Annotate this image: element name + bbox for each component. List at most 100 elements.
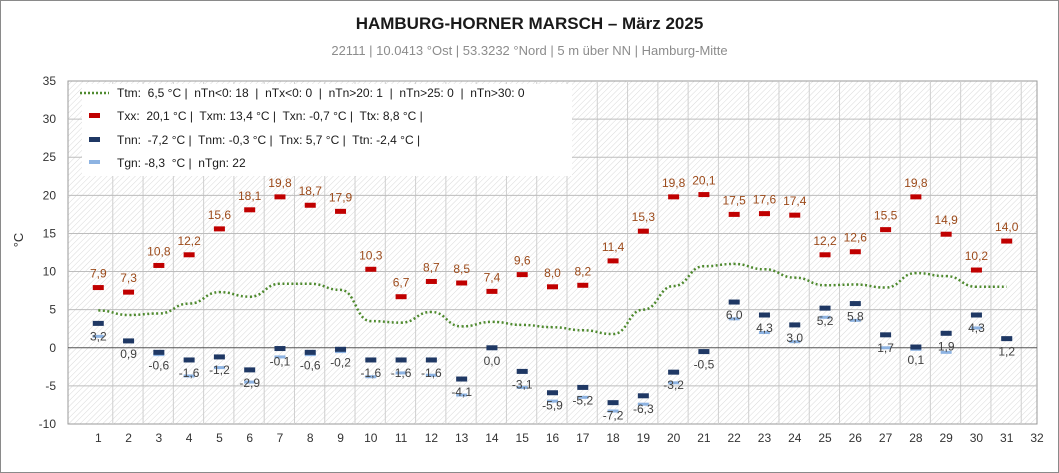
x-tick-label: 20 — [667, 431, 681, 445]
data-label-tmax: 19,8 — [662, 176, 686, 190]
data-label-tmin: 1,2 — [998, 345, 1015, 359]
marker-tground — [183, 374, 195, 378]
data-label-tmin: 5,2 — [817, 314, 834, 328]
x-tick-label: 7 — [277, 431, 284, 445]
marker-tmin — [637, 393, 649, 399]
axis-layer: 1 2 3 4 5 6 7 8 9 10 11 12 13 14 15 16 17 18 19 20 21 22 23 24 2… — [39, 74, 1044, 445]
marker-tmin — [607, 400, 619, 406]
y-tick-label: 20 — [43, 188, 57, 202]
data-label-tmax: 7,3 — [120, 271, 137, 285]
marker-tmin — [910, 344, 922, 350]
marker-tmin — [183, 357, 195, 363]
marker-layer — [92, 192, 1013, 413]
marker-tground — [637, 402, 649, 406]
x-tick-label: 10 — [364, 431, 378, 445]
marker-tmax — [577, 282, 589, 288]
marker-tmax — [668, 194, 680, 200]
data-label-tmax: 7,9 — [90, 267, 107, 281]
data-label-tmin: -7,2 — [603, 409, 624, 423]
x-tick-label: 4 — [186, 431, 193, 445]
x-tick-label: 16 — [546, 431, 560, 445]
data-label-tmax: 17,5 — [723, 193, 747, 207]
x-tick-label: 14 — [485, 431, 499, 445]
marker-tmax — [365, 266, 377, 272]
marker-tmin — [516, 368, 528, 374]
marker-tmin — [698, 349, 710, 355]
data-label-tmin: -4,1 — [451, 385, 472, 399]
y-tick-label: 30 — [43, 112, 57, 126]
data-label-tmin: 4,3 — [756, 321, 773, 335]
data-label-tmax: 17,9 — [329, 190, 353, 204]
data-label-tmin: -3,1 — [512, 377, 533, 391]
x-tick-label: 29 — [939, 431, 953, 445]
marker-tground — [849, 318, 861, 322]
y-tick-label: 5 — [49, 303, 56, 317]
marker-tmin — [486, 345, 498, 351]
x-tick-label: 32 — [1030, 431, 1044, 445]
legend-line-min: Tnn: -7,2 °C | Tnm: -0,3 °C | Tnx: 5,7 °… — [117, 133, 420, 147]
marker-tground — [880, 346, 892, 350]
data-label-tmin: -1,2 — [209, 363, 230, 377]
data-label-tmax: 8,7 — [423, 260, 440, 274]
data-label-tmax: 8,5 — [453, 262, 470, 276]
y-tick-label: -10 — [39, 417, 57, 431]
x-tick-label: 31 — [1000, 431, 1014, 445]
marker-tmin — [213, 354, 225, 360]
data-label-tmax: 11,4 — [602, 240, 625, 254]
data-label-tmin: 5,8 — [847, 310, 864, 324]
data-label-tmin: -3,2 — [663, 378, 684, 392]
marker-tmax — [486, 288, 498, 294]
data-label-tmax: 10,3 — [359, 248, 383, 262]
data-label-tmax: 15,5 — [874, 209, 898, 223]
marker-tmax — [456, 280, 468, 286]
marker-tmin — [880, 332, 892, 338]
y-tick-label: 10 — [43, 265, 57, 279]
x-tick-label: 24 — [788, 431, 802, 445]
mean-line-layer — [98, 262, 1007, 336]
x-tick-label: 12 — [425, 431, 439, 445]
data-label-tmin: 1,7 — [877, 341, 894, 355]
x-tick-label: 5 — [216, 431, 223, 445]
data-label-tmax: 19,8 — [904, 176, 928, 190]
series-tmean-line — [98, 262, 1007, 336]
marker-tground — [758, 331, 770, 335]
data-label-tmax: 14,0 — [995, 220, 1019, 234]
data-label-layer: 7,9 7,3 10,8 12,2 15,6 18,1 19,8 18,7 17,9 10,3 6,… — [90, 174, 1019, 423]
data-label-tmin: -0,1 — [270, 355, 291, 369]
x-tick-label: 25 — [818, 431, 832, 445]
marker-tmax — [637, 228, 649, 234]
y-tick-label: 35 — [43, 74, 57, 88]
data-label-tmax: 12,2 — [813, 234, 837, 248]
x-tick-label: 1 — [95, 431, 102, 445]
marker-tmax — [335, 208, 347, 214]
legend: Ttm: 6,5 °C | nTn<0: 18 | nTx<0: 0 | nTn… — [80, 84, 572, 176]
marker-tmax — [728, 211, 740, 217]
marker-tground — [456, 393, 468, 397]
data-label-tmin: -0,2 — [330, 355, 351, 369]
legend-line-mean: Ttm: 6,5 °C | nTn<0: 18 | nTx<0: 0 | nTn… — [117, 86, 525, 100]
data-label-tmax: 12,2 — [177, 234, 201, 248]
x-tick-label: 21 — [697, 431, 711, 445]
data-label-tmax: 17,4 — [783, 194, 807, 208]
data-label-tmin: 3,2 — [90, 329, 107, 343]
data-label-tmin: 0,0 — [484, 354, 501, 368]
data-label-tmax: 19,8 — [268, 176, 292, 190]
marker-tmax — [607, 258, 619, 264]
marker-tmin — [456, 376, 468, 382]
marker-tmin — [123, 338, 135, 344]
data-label-tmin: -1,6 — [179, 366, 200, 380]
data-label-tmin: 1,9 — [938, 339, 955, 353]
marker-tmin — [395, 357, 407, 363]
x-tick-label: 23 — [758, 431, 772, 445]
data-label-tmin: -5,9 — [542, 399, 563, 413]
data-label-tmax: 14,9 — [934, 213, 958, 227]
data-label-tmax: 17,6 — [753, 193, 777, 207]
x-tick-label: 8 — [307, 431, 314, 445]
legend-swatch-tmin — [89, 137, 100, 142]
marker-tmin — [1001, 336, 1013, 342]
x-tick-label: 19 — [637, 431, 651, 445]
y-tick-label: 0 — [49, 341, 56, 355]
data-label-tmax: 18,7 — [299, 184, 323, 198]
marker-tground — [365, 375, 377, 379]
marker-tmax — [698, 192, 710, 198]
